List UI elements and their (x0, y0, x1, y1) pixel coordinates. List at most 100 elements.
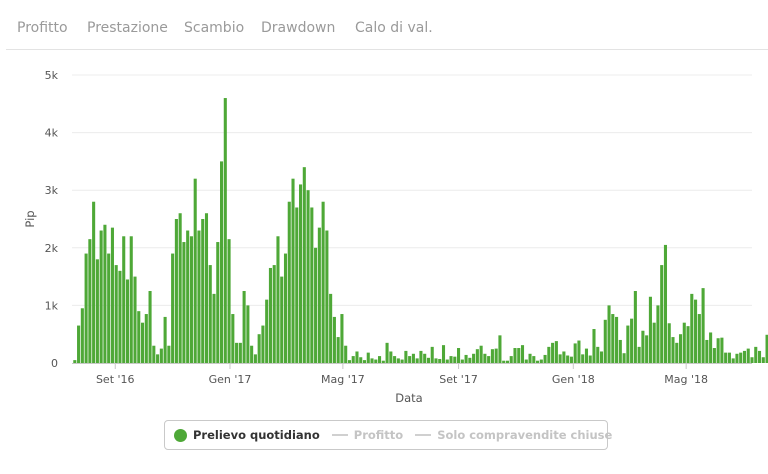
drawdown-bar[interactable] (551, 342, 555, 363)
drawdown-bar[interactable] (133, 276, 137, 363)
drawdown-bar[interactable] (359, 357, 363, 363)
drawdown-bar[interactable] (460, 359, 464, 363)
drawdown-bar[interactable] (110, 227, 114, 363)
drawdown-bar[interactable] (611, 314, 615, 363)
drawdown-bar[interactable] (92, 201, 96, 363)
drawdown-bar[interactable] (366, 352, 370, 363)
drawdown-bar[interactable] (494, 348, 498, 363)
drawdown-bar[interactable] (569, 356, 573, 363)
legend-item-solo-compravendite-chiuse[interactable]: Solo compravendite chiuse (415, 428, 612, 442)
drawdown-bar[interactable] (156, 354, 160, 363)
drawdown-bar[interactable] (441, 345, 446, 363)
drawdown-bar[interactable] (675, 342, 679, 363)
drawdown-bar[interactable] (701, 288, 705, 363)
drawdown-bar[interactable] (276, 236, 280, 363)
drawdown-bar[interactable] (197, 230, 201, 363)
drawdown-bar[interactable] (498, 335, 502, 363)
drawdown-bar[interactable] (216, 242, 220, 363)
drawdown-bar[interactable] (536, 360, 540, 363)
drawdown-bar[interactable] (671, 337, 675, 363)
drawdown-bar[interactable] (483, 353, 487, 363)
drawdown-bar[interactable] (656, 305, 660, 363)
drawdown-bar[interactable] (351, 356, 355, 363)
drawdown-bar[interactable] (393, 356, 397, 363)
drawdown-bar[interactable] (765, 334, 768, 363)
drawdown-bar[interactable] (415, 358, 419, 363)
drawdown-bar[interactable] (705, 339, 709, 363)
drawdown-bar[interactable] (750, 357, 754, 363)
drawdown-bar[interactable] (694, 299, 698, 363)
drawdown-bar[interactable] (449, 356, 453, 363)
drawdown-bar[interactable] (84, 253, 88, 363)
tab-calo-di-val[interactable]: Calo di val. (355, 20, 433, 36)
drawdown-bar[interactable] (340, 314, 344, 363)
tab-drawdown[interactable]: Drawdown (261, 20, 336, 36)
drawdown-bar[interactable] (178, 213, 182, 363)
drawdown-bar[interactable] (238, 342, 242, 363)
drawdown-bar[interactable] (434, 358, 438, 363)
drawdown-bar[interactable] (581, 354, 585, 363)
drawdown-bar[interactable] (630, 318, 634, 363)
legend-item-profitto[interactable]: Profitto (331, 428, 403, 442)
tab-scambio[interactable]: Scambio (184, 20, 245, 36)
drawdown-bar[interactable] (663, 244, 668, 363)
drawdown-bar[interactable] (615, 316, 619, 363)
drawdown-bar[interactable] (735, 353, 739, 363)
drawdown-bar[interactable] (88, 239, 92, 363)
drawdown-bar[interactable] (257, 334, 261, 363)
drawdown-bar[interactable] (408, 356, 412, 363)
drawdown-bar[interactable] (667, 323, 671, 363)
drawdown-bar[interactable] (690, 293, 694, 363)
drawdown-bar[interactable] (727, 352, 731, 363)
drawdown-bar[interactable] (648, 296, 652, 363)
drawdown-bar[interactable] (697, 314, 701, 363)
drawdown-bar[interactable] (208, 265, 212, 363)
drawdown-bar[interactable] (95, 259, 99, 363)
drawdown-bar[interactable] (265, 299, 269, 363)
drawdown-bar[interactable] (505, 360, 509, 363)
drawdown-bar[interactable] (754, 346, 758, 363)
drawdown-bar[interactable] (502, 360, 506, 363)
drawdown-bar[interactable] (426, 357, 430, 363)
drawdown-bar[interactable] (287, 201, 291, 363)
drawdown-bar[interactable] (223, 98, 227, 363)
drawdown-bar[interactable] (389, 351, 393, 363)
drawdown-bar[interactable] (660, 265, 664, 363)
drawdown-bar[interactable] (122, 236, 126, 363)
drawdown-bar[interactable] (746, 348, 750, 363)
drawdown-bar[interactable] (317, 227, 321, 363)
drawdown-bar[interactable] (272, 265, 276, 363)
drawdown-bar[interactable] (761, 357, 765, 363)
drawdown-bar[interactable] (712, 348, 716, 363)
drawdown-bar[interactable] (637, 346, 641, 363)
drawdown-bar[interactable] (472, 353, 476, 363)
drawdown-bar[interactable] (227, 239, 231, 363)
drawdown-bar[interactable] (80, 308, 84, 363)
drawdown-bar[interactable] (543, 354, 547, 363)
drawdown-bar[interactable] (438, 358, 442, 363)
drawdown-bar[interactable] (182, 242, 186, 363)
drawdown-bar[interactable] (517, 348, 521, 363)
drawdown-bar[interactable] (396, 358, 400, 363)
drawdown-bar[interactable] (148, 291, 152, 363)
drawdown-bar[interactable] (118, 270, 122, 363)
drawdown-bar[interactable] (129, 236, 133, 363)
drawdown-bar[interactable] (125, 279, 130, 363)
drawdown-bar[interactable] (509, 356, 513, 363)
drawdown-bar[interactable] (404, 350, 408, 363)
drawdown-bar[interactable] (114, 265, 118, 363)
drawdown-bar[interactable] (250, 345, 254, 363)
drawdown-bar[interactable] (174, 219, 178, 363)
drawdown-bar[interactable] (528, 353, 532, 363)
drawdown-bar[interactable] (430, 346, 434, 363)
drawdown-bar[interactable] (633, 291, 637, 363)
drawdown-bar[interactable] (709, 332, 713, 363)
drawdown-bar[interactable] (344, 345, 348, 363)
drawdown-bar[interactable] (423, 353, 427, 363)
drawdown-bar[interactable] (411, 353, 415, 363)
drawdown-bar[interactable] (370, 358, 374, 363)
drawdown-bar[interactable] (626, 325, 630, 363)
drawdown-bar[interactable] (201, 219, 205, 363)
drawdown-bar[interactable] (400, 359, 404, 363)
drawdown-bar[interactable] (524, 359, 528, 363)
